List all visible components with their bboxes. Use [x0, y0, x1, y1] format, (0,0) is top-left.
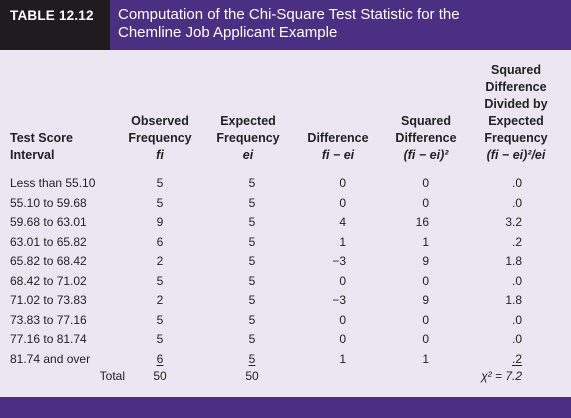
- cell-divided: 1.8: [505, 254, 522, 268]
- cell-squared: 0: [422, 312, 429, 327]
- header-divided-line-1: Squared: [490, 63, 542, 77]
- header-squared-line-1: Squared: [400, 114, 452, 128]
- cell-interval: Less than 55.10: [10, 176, 96, 190]
- table-number: TABLE 12.12: [10, 8, 94, 23]
- cell-squared: 16: [415, 215, 429, 229]
- cell-observed: 6: [156, 351, 164, 366]
- cell-observed: 5: [156, 176, 164, 190]
- header-interval-line-1: Test Score: [10, 131, 73, 145]
- cell-difference: 0: [339, 332, 346, 346]
- cell-observed: 2: [156, 293, 164, 307]
- cell-interval: 68.42 to 71.02: [10, 273, 87, 288]
- cell-squared: 1: [422, 234, 429, 249]
- header-squared-line-2: Difference: [395, 131, 457, 145]
- cell-observed: 5: [156, 312, 164, 327]
- cell-divided: .0: [511, 195, 522, 210]
- header-divided-formula: (fi − ei)²/ei: [486, 148, 546, 162]
- cell-squared: 0: [422, 195, 429, 210]
- header-divided-line-3: Divided by: [484, 97, 548, 111]
- cell-expected: 5: [248, 215, 256, 229]
- cell-observed: 2: [156, 254, 164, 268]
- cell-expected: 5: [248, 234, 256, 249]
- cell-observed: 6: [156, 234, 164, 249]
- cell-squared: 1: [422, 351, 429, 366]
- table-number-tag: TABLE 12.12: [0, 0, 110, 50]
- cell-divided: .0: [511, 312, 522, 327]
- cell-divided: 3.2: [505, 215, 522, 229]
- table-title-line-1: Computation of the Chi-Square Test Stati…: [118, 6, 460, 23]
- cell-difference: −3: [332, 293, 346, 307]
- cell-difference: 0: [339, 273, 346, 288]
- cell-interval: 71.02 to 73.83: [10, 293, 87, 307]
- cell-expected: 5: [248, 273, 256, 288]
- totals-expected: 50: [245, 369, 259, 383]
- cell-divided: 1.8: [505, 293, 522, 307]
- cell-expected: 5: [248, 351, 256, 366]
- header-difference-formula: fi − ei: [321, 148, 355, 162]
- cell-interval: 65.82 to 68.42: [10, 254, 87, 268]
- header-observed-line-1: Observed: [131, 114, 189, 128]
- cell-interval: 55.10 to 59.68: [10, 195, 87, 210]
- cell-divided: .0: [511, 332, 522, 346]
- cell-squared: 9: [422, 293, 429, 307]
- header-divided-line-4: Expected: [488, 114, 544, 128]
- table-header: TABLE 12.12 Computation of the Chi-Squar…: [0, 0, 571, 50]
- cell-expected: 5: [248, 312, 256, 327]
- cell-difference: 1: [339, 234, 346, 249]
- cell-difference: 0: [339, 312, 346, 327]
- cell-expected: 5: [248, 254, 256, 268]
- cell-difference: 0: [339, 195, 346, 210]
- table-title: Computation of the Chi-Square Test Stati…: [118, 6, 558, 42]
- cell-divided: .2: [511, 351, 522, 366]
- table-footer-bar: [0, 397, 571, 418]
- totals-label: Total: [99, 369, 125, 383]
- cell-difference: −3: [332, 254, 346, 268]
- header-expected-line-1: Expected: [220, 114, 276, 128]
- cell-difference: 1: [339, 351, 346, 366]
- cell-expected: 5: [248, 176, 256, 190]
- cell-observed: 5: [156, 273, 164, 288]
- chi-square-statistic: χ² = 7.2: [481, 369, 522, 383]
- header-squared-formula: (fi − ei)²: [403, 148, 449, 162]
- cell-divided: .0: [511, 176, 522, 190]
- cell-difference: 0: [339, 176, 346, 190]
- cell-observed: 9: [156, 215, 164, 229]
- header-expected-line-2: Frequency: [216, 131, 280, 145]
- header-divided-line-2: Difference: [485, 80, 547, 94]
- header-difference-line-1: Difference: [307, 131, 369, 145]
- header-observed-line-2: Frequency: [128, 131, 192, 145]
- cell-difference: 4: [339, 215, 346, 229]
- cell-expected: 5: [248, 293, 256, 307]
- cell-observed: 5: [156, 195, 164, 210]
- cell-interval: 77.16 to 81.74: [10, 332, 87, 346]
- table-title-line-2: Chemline Job Applicant Example: [118, 24, 338, 41]
- cell-divided: .2: [511, 234, 522, 249]
- cell-squared: 9: [422, 254, 429, 268]
- totals-observed: 50: [153, 369, 167, 383]
- header-divided-line-5: Frequency: [484, 131, 548, 145]
- cell-squared: 0: [422, 332, 429, 346]
- cell-squared: 0: [422, 273, 429, 288]
- cell-squared: 0: [422, 176, 429, 190]
- cell-interval: 63.01 to 65.82: [10, 234, 87, 249]
- header-expected-symbol: ei: [242, 148, 254, 162]
- cell-expected: 5: [248, 332, 256, 346]
- cell-interval: 59.68 to 63.01: [10, 215, 87, 229]
- cell-interval: 81.74 and over: [10, 351, 91, 366]
- header-observed-symbol: fi: [156, 148, 164, 162]
- header-interval-line-2: Interval: [10, 148, 55, 162]
- cell-divided: .0: [511, 273, 522, 288]
- cell-interval: 73.83 to 77.16: [10, 312, 87, 327]
- cell-observed: 5: [156, 332, 164, 346]
- cell-expected: 5: [248, 195, 256, 210]
